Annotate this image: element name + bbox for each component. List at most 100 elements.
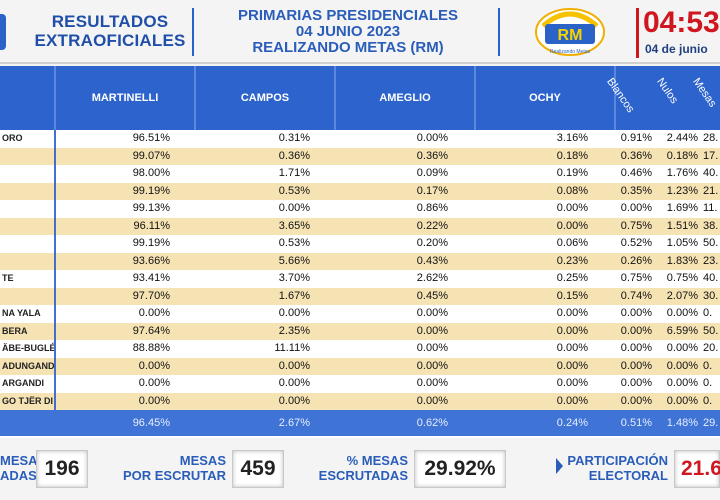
- cell-ameglio: 0.00%: [416, 132, 448, 144]
- cell-blancos: 0.74%: [620, 289, 652, 302]
- cell-campos: 0.53%: [278, 237, 310, 249]
- cell-mesas: 17.: [703, 149, 719, 162]
- table-row: 99.13% 0.00% 0.86% 0.00% 0.00% 1.69% 11.: [0, 200, 720, 218]
- clock-date: 04 de junio: [645, 42, 708, 56]
- cell-blancos: 0.26%: [620, 254, 652, 267]
- cell-ameglio: 0.00%: [416, 377, 448, 389]
- cell-mesas: 0.: [703, 359, 713, 372]
- table-row: 99.19% 0.53% 0.17% 0.08% 0.35% 1.23% 21.: [0, 182, 720, 201]
- cell-martinelli: 99.19%: [132, 237, 170, 249]
- cell-blancos: 0.00%: [620, 307, 652, 319]
- cell-mesas: 40.: [703, 272, 719, 284]
- participacion-label: PARTICIPACIÓN ELECTORAL: [567, 453, 668, 483]
- cell-blancos: 0.75%: [620, 272, 652, 284]
- total-ochy: 0.24%: [556, 417, 588, 429]
- cell-ameglio: 0.43%: [416, 254, 448, 267]
- table-row: ORO 96.51% 0.31% 0.00% 3.16% 0.91% 2.44% 28.: [0, 130, 720, 148]
- cell-blancos: 0.35%: [620, 184, 652, 197]
- cell-ochy: 0.00%: [556, 324, 588, 337]
- cell-ochy: 3.16%: [556, 132, 588, 144]
- cell-campos: 2.35%: [278, 324, 310, 337]
- cell-martinelli: 93.41%: [132, 272, 170, 284]
- colhead-nulos: Nulos: [654, 76, 681, 106]
- district-name: TE: [2, 273, 14, 283]
- total-ameglio: 0.62%: [416, 417, 448, 429]
- table-row: ARGANDI 0.00% 0.00% 0.00% 0.00% 0.00% 0.00% 0.: [0, 375, 720, 393]
- cell-martinelli: 97.70%: [132, 289, 170, 302]
- cell-nulos: 0.00%: [666, 342, 698, 354]
- cell-ameglio: 0.00%: [416, 324, 448, 337]
- table-row: 99.07% 0.36% 0.36% 0.18% 0.36% 0.18% 17.: [0, 147, 720, 166]
- logo-subtext: Realizando Metas: [550, 49, 591, 55]
- colhead-ochy: OCHY: [476, 66, 616, 130]
- cell-ameglio: 0.00%: [416, 394, 448, 407]
- results-table: MARTINELLI CAMPOS AMEGLIO OCHY Blancos N…: [0, 66, 720, 438]
- cell-blancos: 0.52%: [620, 237, 652, 249]
- district-name: NA YALA: [2, 308, 41, 318]
- cell-mesas: 40.: [703, 167, 719, 179]
- cell-ochy: 0.18%: [556, 149, 588, 162]
- cell-nulos: 1.51%: [666, 219, 698, 232]
- total-nulos: 1.48%: [666, 417, 698, 429]
- cell-blancos: 0.91%: [620, 132, 652, 144]
- cell-martinelli: 0.00%: [138, 359, 170, 372]
- cell-campos: 0.31%: [278, 132, 310, 144]
- cell-campos: 5.66%: [278, 254, 310, 267]
- cell-campos: 0.00%: [278, 377, 310, 389]
- cell-campos: 11.11%: [274, 342, 310, 354]
- district-name: [0, 235, 54, 253]
- cell-mesas: 0.: [703, 377, 713, 389]
- table-row: GO TJËR DI 0.00% 0.00% 0.00% 0.00% 0.00% 0.00%…: [0, 392, 720, 410]
- cell-campos: 0.00%: [278, 202, 310, 214]
- cell-ameglio: 0.45%: [416, 289, 448, 302]
- logo-text: RM: [558, 27, 583, 44]
- cell-ochy: 0.19%: [556, 167, 588, 179]
- cell-mesas: 20.: [703, 342, 719, 354]
- cell-ameglio: 2.62%: [416, 272, 448, 284]
- cell-ochy: 0.00%: [556, 219, 588, 232]
- cell-campos: 0.00%: [278, 394, 310, 407]
- cell-campos: 0.00%: [278, 359, 310, 372]
- cell-ameglio: 0.09%: [416, 167, 448, 179]
- mesas-escrutadas-value: 196: [36, 450, 88, 488]
- cell-campos: 1.67%: [278, 289, 310, 302]
- colhead-martinelli: MARTINELLI: [56, 66, 196, 130]
- cell-nulos: 0.75%: [666, 272, 698, 284]
- cell-blancos: 0.00%: [620, 359, 652, 372]
- district-name: [0, 253, 54, 271]
- district-name: [0, 148, 54, 166]
- cell-ameglio: 0.00%: [416, 359, 448, 372]
- cell-ochy: 0.00%: [556, 307, 588, 319]
- header-bar: RESULTADOS EXTRAOFICIALES PRIMARIAS PRES…: [0, 0, 720, 64]
- cell-martinelli: 93.66%: [132, 254, 170, 267]
- cell-nulos: 1.05%: [666, 237, 698, 249]
- table-row: 96.11% 3.65% 0.22% 0.00% 0.75% 1.51% 38.: [0, 217, 720, 235]
- cell-ochy: 0.00%: [556, 394, 588, 407]
- table-row: NA YALA 0.00% 0.00% 0.00% 0.00% 0.00% 0.00% 0.: [0, 305, 720, 323]
- cell-ameglio: 0.86%: [416, 202, 448, 214]
- cell-ochy: 0.00%: [556, 377, 588, 389]
- total-mesas: 29.: [703, 417, 719, 429]
- district-name: ARGANDI: [2, 378, 44, 388]
- cell-mesas: 11.: [703, 202, 718, 214]
- table-header-row: MARTINELLI CAMPOS AMEGLIO OCHY Blancos N…: [0, 66, 720, 130]
- cell-blancos: 0.75%: [620, 219, 652, 232]
- district-name: BERA: [2, 325, 28, 336]
- table-row: TE 93.41% 3.70% 2.62% 0.25% 0.75% 0.75% 40.: [0, 270, 720, 288]
- cell-martinelli: 98.00%: [132, 167, 170, 179]
- cell-ochy: 0.00%: [556, 359, 588, 372]
- cell-ochy: 0.00%: [556, 342, 588, 354]
- cell-martinelli: 96.11%: [133, 219, 171, 232]
- cell-ochy: 0.00%: [556, 202, 588, 214]
- header-separator: [192, 8, 194, 56]
- cell-mesas: 50.: [703, 237, 719, 249]
- district-name: [0, 288, 54, 306]
- cell-mesas: 38.: [703, 219, 719, 232]
- district-name: GO TJËR DI: [2, 395, 54, 406]
- cell-blancos: 0.00%: [620, 394, 652, 407]
- cell-martinelli: 99.13%: [132, 202, 170, 214]
- district-name: [0, 183, 54, 201]
- participacion-value: 21.6: [674, 450, 720, 488]
- table-row: BERA 97.64% 2.35% 0.00% 0.00% 0.00% 6.59% 50.: [0, 322, 720, 340]
- colhead-ameglio: AMEGLIO: [336, 66, 476, 130]
